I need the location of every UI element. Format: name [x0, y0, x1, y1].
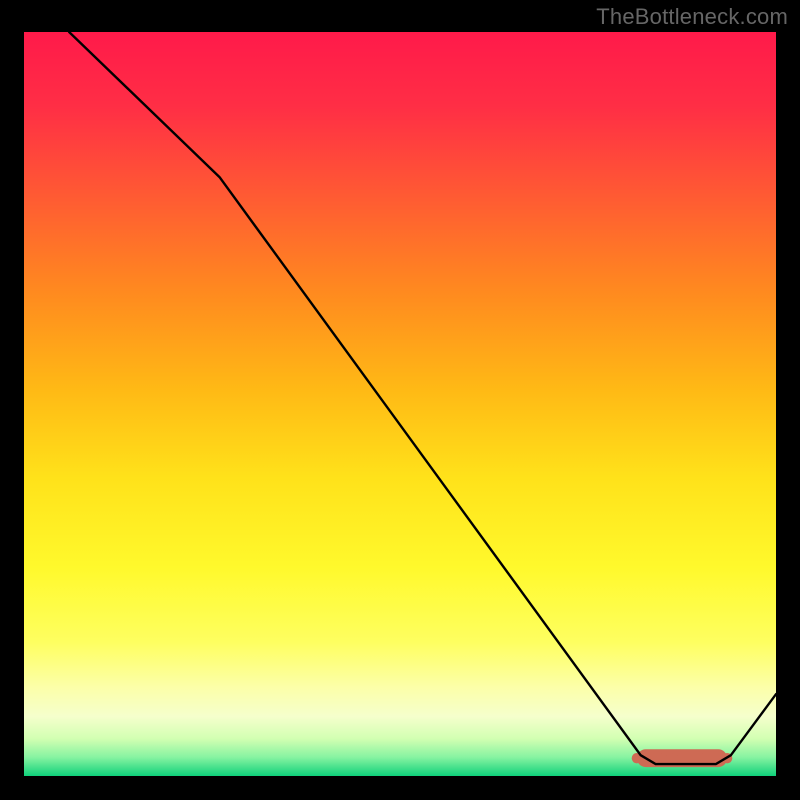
- optimal-dot: [677, 753, 687, 763]
- chart-frame: TheBottleneck.com: [0, 0, 800, 800]
- watermark-text: TheBottleneck.com: [596, 4, 788, 30]
- optimal-dot: [688, 753, 698, 763]
- optimal-dot: [666, 753, 676, 763]
- optimal-dot: [699, 753, 709, 763]
- gradient-background: [24, 32, 776, 776]
- plot-area: [24, 32, 776, 776]
- optimal-dot: [654, 753, 664, 763]
- chart-svg: [24, 32, 776, 776]
